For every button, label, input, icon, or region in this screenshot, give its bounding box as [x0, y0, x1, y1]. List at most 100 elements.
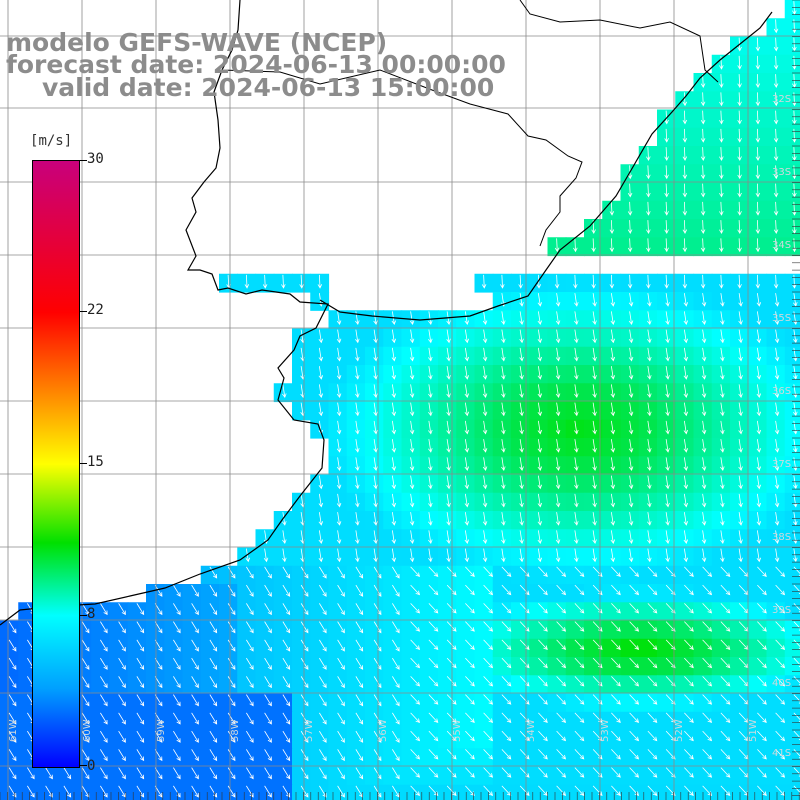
wind-arrow	[355, 639, 364, 652]
wind-cell	[182, 602, 202, 622]
wind-cell	[365, 401, 384, 421]
wind-cell	[711, 438, 731, 457]
wind-arrow	[409, 384, 415, 399]
wind-arrow	[756, 457, 762, 472]
wind-arrow	[792, 55, 797, 70]
wind-cell	[511, 675, 530, 695]
wind-cell	[657, 620, 676, 640]
wind-arrow	[118, 676, 126, 689]
wind-arrow	[647, 548, 652, 563]
wind-arrow	[300, 657, 309, 670]
wind-cell	[784, 91, 800, 111]
wind-cell	[182, 693, 202, 713]
wind-cell	[547, 346, 567, 366]
wind-cell	[182, 620, 202, 640]
wind-cell	[200, 693, 220, 713]
lon-label: 54W	[526, 719, 537, 742]
wind-cell	[182, 584, 202, 603]
wind-cell	[584, 310, 603, 330]
wind-arrow	[27, 785, 35, 798]
wind-cell	[511, 511, 530, 530]
wind-arrow	[737, 55, 742, 70]
wind-cell	[602, 784, 622, 800]
wind-arrow	[664, 183, 669, 198]
wind-arrow	[336, 548, 342, 563]
wind-cell	[474, 657, 494, 676]
wind-arrow	[446, 475, 451, 490]
wind-cell	[547, 383, 567, 403]
wind-arrow	[537, 384, 543, 399]
wind-arrow	[136, 785, 145, 798]
wind-arrow	[100, 749, 108, 762]
wind-arrow	[410, 566, 421, 577]
wind-cell	[547, 328, 567, 348]
wind-cell	[766, 675, 786, 695]
wind-cell	[784, 565, 800, 585]
wind-arrow	[501, 420, 506, 435]
wind-cell	[456, 602, 476, 622]
wind-cell	[748, 766, 768, 786]
wind-cell	[492, 675, 512, 695]
wind-arrow	[756, 439, 762, 453]
wind-cell	[657, 565, 676, 585]
wind-cell	[310, 638, 330, 658]
wind-arrow	[501, 457, 506, 472]
lon-label: 58W	[230, 719, 241, 742]
lon-label: 55W	[452, 719, 463, 742]
wind-cell	[146, 602, 165, 622]
wind-arrow	[574, 621, 585, 632]
wind-arrow	[611, 785, 621, 796]
wind-arrow	[81, 621, 90, 634]
wind-arrow	[8, 676, 17, 689]
wind-arrow	[300, 566, 309, 579]
wind-arrow	[757, 785, 767, 796]
wind-cell	[620, 730, 640, 749]
wind-arrow	[409, 512, 415, 526]
wind-cell	[784, 310, 800, 330]
wind-arrow	[464, 384, 470, 399]
wind-arrow	[319, 676, 327, 689]
wind-arrow	[392, 566, 400, 579]
wind-arrow	[446, 347, 451, 362]
wind-arrow	[554, 274, 560, 289]
wind-cell	[784, 219, 800, 238]
wind-cell	[164, 693, 184, 713]
wind-arrow	[609, 274, 615, 289]
wind-arrow	[519, 603, 530, 614]
wind-arrow	[337, 639, 345, 652]
wind-cell	[730, 365, 749, 384]
wind-arrow	[719, 183, 724, 198]
wind-cell	[620, 711, 640, 731]
wind-arrow	[373, 566, 382, 579]
wind-cell	[146, 730, 165, 749]
title-valid-date: valid date: 2024-06-13 15:00:00	[42, 73, 495, 102]
wind-arrow	[391, 457, 397, 472]
wind-arrow	[538, 712, 548, 723]
wind-cell	[638, 292, 658, 311]
wind-cell	[237, 730, 257, 749]
wind-cell	[784, 657, 800, 676]
wind-cell	[0, 675, 19, 695]
wind-arrow	[701, 475, 707, 490]
wind-arrow	[647, 621, 658, 632]
wind-cell	[237, 766, 257, 786]
wind-cell	[419, 547, 439, 567]
wind-cell	[602, 474, 622, 494]
wind-cell	[328, 328, 348, 348]
wind-cell	[438, 584, 457, 603]
wind-arrow	[519, 584, 530, 596]
wind-cell	[200, 602, 220, 622]
wind-arrow	[647, 402, 652, 417]
wind-cell	[328, 766, 348, 786]
wind-cell	[547, 784, 567, 800]
wind-arrow	[737, 92, 742, 107]
wind-cell	[748, 748, 768, 768]
wind-arrow	[629, 621, 640, 632]
wind-cell	[675, 693, 695, 713]
wind-arrow	[793, 694, 800, 704]
wind-cell	[565, 365, 585, 384]
wind-arrow	[702, 767, 713, 778]
wind-arrow	[81, 730, 90, 743]
wind-arrow	[519, 712, 530, 723]
